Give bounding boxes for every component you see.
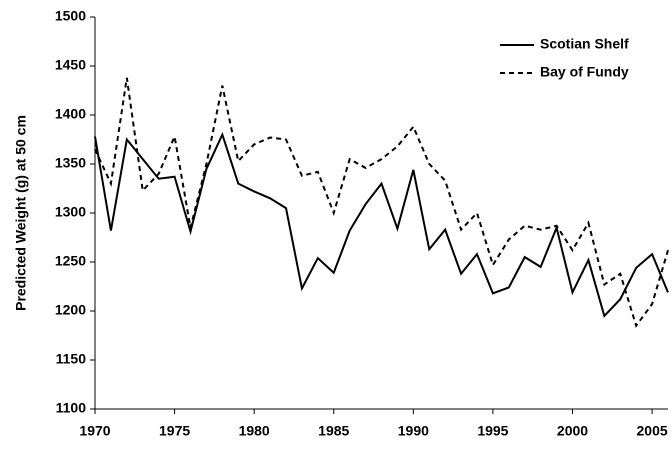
x-tick-label: 1985 (318, 423, 349, 439)
y-tick-label: 1450 (55, 57, 86, 73)
y-tick-label: 1200 (55, 302, 86, 318)
y-tick-label: 1250 (55, 253, 86, 269)
y-tick-label: 1500 (55, 8, 86, 24)
x-tick-label: 1990 (398, 423, 429, 439)
x-tick-label: 1995 (477, 423, 508, 439)
y-tick-label: 1150 (56, 351, 87, 367)
series-line (94, 131, 669, 318)
y-axis-label: Predicted Weight (g) at 50 cm (13, 115, 29, 311)
x-tick-label: 1980 (239, 423, 270, 439)
y-tick-label: 1300 (55, 204, 86, 220)
legend-label: Bay of Fundy (540, 64, 629, 80)
x-tick-label: 1970 (79, 423, 110, 439)
legend-label: Scotian Shelf (540, 36, 629, 52)
series-line (94, 77, 669, 328)
x-tick-label: 2005 (637, 423, 668, 439)
x-tick-label: 1975 (159, 423, 190, 439)
y-tick-label: 1350 (55, 155, 86, 171)
x-tick-label: 2000 (557, 423, 588, 439)
y-tick-label: 1400 (55, 106, 86, 122)
y-tick-label: 1100 (56, 400, 87, 416)
